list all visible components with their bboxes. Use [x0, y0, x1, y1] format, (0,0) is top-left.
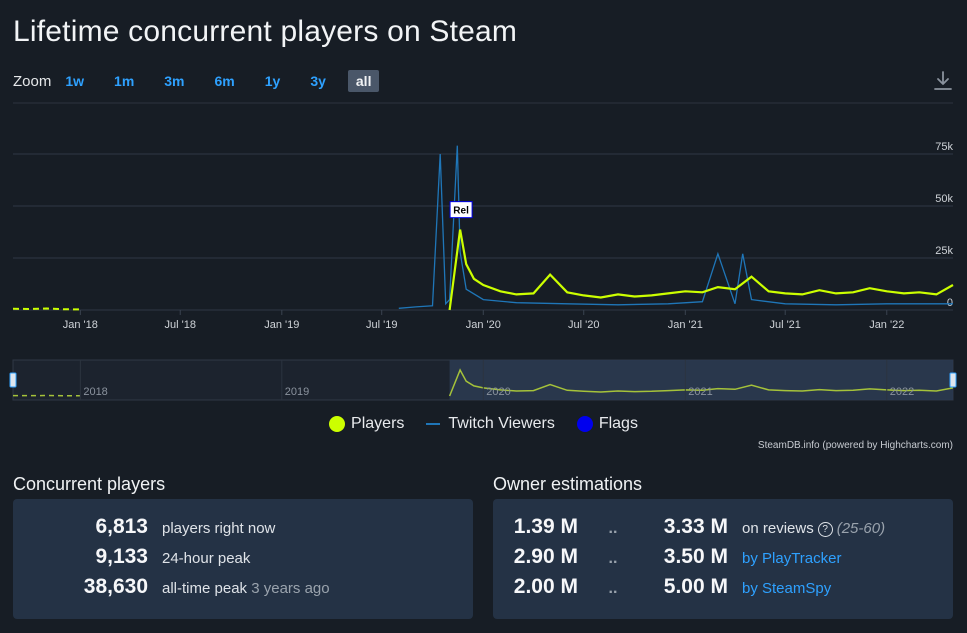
y-tick-label: 0 — [947, 297, 953, 309]
steam-players-chart: 0 25k 50k 75k Rel Jan '18 Jul '18 Jan '19 Jul … — [9, 102, 957, 401]
peak-time-ago: 3 years ago — [251, 580, 330, 597]
twitch-legend-line — [426, 423, 441, 425]
y-tick-label: 50k — [935, 193, 953, 205]
x-tick-label: Jan '21 — [668, 319, 703, 331]
x-tick-label: Jul '19 — [366, 319, 397, 331]
owner-high: 3.50 M — [663, 545, 728, 568]
help-icon[interactable]: ? — [817, 522, 833, 537]
twitch-line — [398, 145, 953, 309]
concurrent-panel: 6,813 players right now 9,133 24-hour pe… — [13, 499, 473, 619]
legend-flags[interactable]: Flags — [576, 415, 638, 433]
zoom-3m-button[interactable]: 3m — [164, 73, 185, 89]
owners-panel: 1.39 M .. 3.33 M on reviews? (25-60) 2.90… — [493, 499, 953, 619]
owner-high: 5.00 M — [663, 575, 728, 598]
zoom-3y-button[interactable]: 3y — [310, 73, 326, 89]
navigator-right-handle[interactable] — [949, 372, 957, 388]
download-icon[interactable] — [933, 70, 953, 92]
players-line — [448, 229, 954, 311]
y-tick-label: 25k — [935, 245, 953, 257]
owner-row: 1.39 M .. 3.33 M on reviews? (25-60) — [493, 515, 885, 543]
release-flag: Rel — [449, 201, 473, 219]
owner-row: 2.90 M .. 3.50 M by PlayTracker — [493, 545, 842, 573]
x-tick-label: Jan '19 — [264, 319, 299, 331]
concurrent-heading: Concurrent players — [13, 474, 166, 494]
chart-legend: Players Twitch Viewers Flags — [0, 415, 967, 433]
flag-label: Rel — [453, 206, 469, 217]
owner-high: 3.33 M — [663, 515, 728, 538]
zoom-6m-button[interactable]: 6m — [214, 73, 235, 89]
owner-range-sep: .. — [608, 580, 618, 597]
players-legend-dot — [329, 416, 346, 432]
zoom-controls: Zoom 1w 1m 3m 6m 1y 3y all — [13, 70, 393, 92]
x-tick-label: Jan '20 — [466, 319, 501, 331]
flags-legend-dot — [576, 416, 593, 432]
navigator-selection — [449, 360, 953, 400]
owner-source: on reviews? (25-60) — [742, 520, 885, 538]
navigator-tick-label: 2020 — [486, 386, 510, 398]
stat-value: 6,813 — [95, 515, 148, 538]
navigator-tick-label: 2018 — [83, 386, 107, 398]
steamspy-link[interactable]: by SteamSpy — [742, 580, 832, 597]
stat-label: all-time peak 3 years ago — [162, 580, 330, 597]
stat-row: 9,133 24-hour peak — [13, 545, 250, 573]
legend-flags-label: Flags — [598, 415, 638, 432]
stat-value: 9,133 — [95, 545, 148, 568]
zoom-label: Zoom — [13, 72, 52, 90]
stat-value: 38,630 — [83, 575, 148, 598]
navigator-tick-label: 2022 — [890, 386, 914, 398]
navigator-left-handle[interactable] — [9, 372, 17, 388]
owner-low: 1.39 M — [513, 515, 578, 538]
stat-label: 24-hour peak — [162, 550, 251, 567]
legend-twitch-label: Twitch Viewers — [448, 415, 555, 432]
owner-low: 2.90 M — [513, 545, 578, 568]
x-tick-label: Jan '18 — [63, 319, 98, 331]
x-tick-label: Jul '18 — [165, 319, 196, 331]
twitch-series — [398, 145, 953, 309]
zoom-all-button[interactable]: all — [347, 70, 380, 92]
stat-label: players right now — [162, 520, 276, 537]
zoom-1m-button[interactable]: 1m — [114, 73, 135, 89]
legend-players-label: Players — [351, 415, 405, 432]
stat-row: 6,813 players right now — [13, 515, 275, 543]
players-series — [12, 229, 954, 311]
owners-heading: Owner estimations — [493, 474, 643, 494]
zoom-1w-button[interactable]: 1w — [65, 73, 85, 89]
owner-low: 2.00 M — [513, 575, 578, 598]
x-axis: Jan '18 Jul '18 Jan '19 Jul '19 Jan '20 Jul '… — [63, 310, 904, 331]
page-title: Lifetime concurrent players on Steam — [13, 15, 518, 48]
flag-box — [449, 201, 473, 219]
x-tick-label: Jan '22 — [869, 319, 904, 331]
stat-label-text: all-time peak — [162, 580, 248, 597]
legend-players[interactable]: Players — [329, 415, 404, 433]
y-tick-label: 75k — [935, 141, 953, 153]
x-tick-label: Jul '21 — [769, 319, 800, 331]
chart-credit[interactable]: SteamDB.info (powered by Highcharts.com) — [757, 440, 953, 451]
navigator-tick-label: 2021 — [688, 386, 712, 398]
owner-range-sep: .. — [608, 550, 618, 567]
chart-grid: 0 25k 50k 75k — [13, 141, 953, 311]
legend-twitch[interactable]: Twitch Viewers — [426, 415, 555, 433]
review-range: (25-60) — [836, 520, 886, 537]
stat-row: 38,630 all-time peak 3 years ago — [13, 575, 330, 603]
owner-range-sep: .. — [608, 520, 618, 537]
owner-row: 2.00 M .. 5.00 M by SteamSpy — [493, 575, 831, 603]
owner-source-text: on reviews — [742, 520, 814, 537]
players-line-prelaunch — [12, 307, 81, 311]
playtracker-link[interactable]: by PlayTracker — [742, 550, 842, 567]
x-tick-label: Jul '20 — [568, 319, 599, 331]
navigator-tick-label: 2019 — [285, 386, 309, 398]
navigator[interactable]: 2018 2019 2020 2021 2022 — [9, 359, 957, 401]
zoom-1y-button[interactable]: 1y — [264, 73, 281, 89]
